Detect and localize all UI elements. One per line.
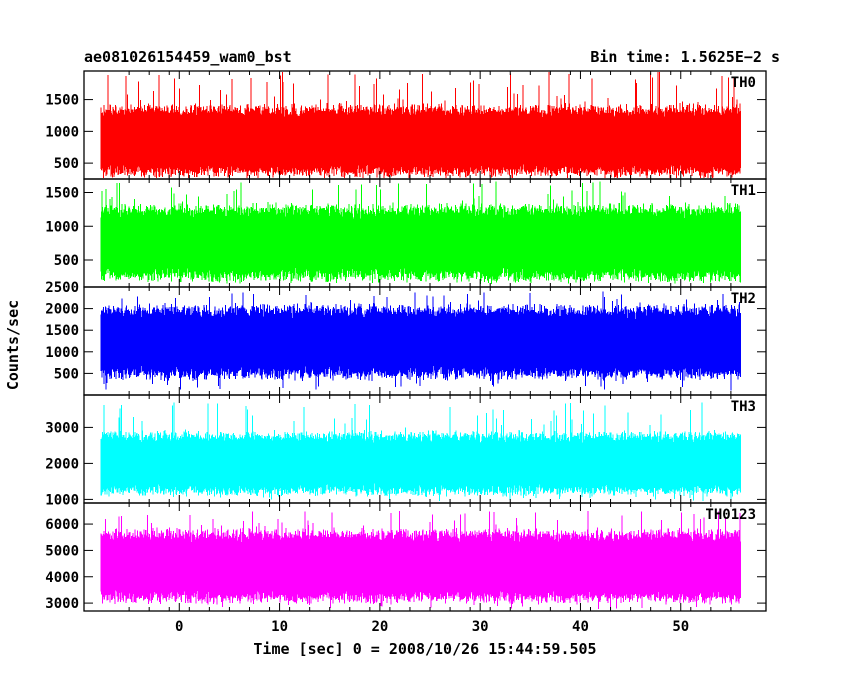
y-tick-label: 5000: [45, 543, 79, 559]
x-tick-label: 0: [175, 619, 183, 635]
y-tick-label: 1500: [45, 323, 79, 339]
series-line-th3: [100, 402, 741, 501]
series-line-th1: [100, 181, 741, 284]
y-tick-label: 1000: [45, 124, 79, 140]
y-tick-label: 1000: [45, 345, 79, 361]
series-line-th2: [100, 291, 741, 391]
y-tick-label: 2000: [45, 456, 79, 472]
y-tick-label: 4000: [45, 570, 79, 586]
panel-frame: [83, 502, 767, 612]
y-tick-label: 500: [54, 156, 79, 172]
y-tick-label: 3000: [45, 420, 79, 436]
panel-th0: 500 1000 1500 TH0: [45, 70, 767, 180]
x-tick-label: 40: [572, 619, 589, 635]
y-tick-label: 500: [54, 366, 79, 382]
y-tick-label: 500: [54, 253, 79, 269]
x-tick-label: 20: [371, 619, 388, 635]
y-tick-label: 1500: [45, 186, 79, 202]
panel-label: TH0: [731, 75, 756, 91]
bin-time-label: Bin time: 1.5625E−2 s: [590, 48, 780, 66]
x-tick-label: 30: [472, 619, 489, 635]
y-tick-label: 3000: [45, 596, 79, 612]
y-tick-label: 2000: [45, 302, 79, 318]
series-line-th0123: [100, 511, 741, 610]
y-tick-label: 2500: [45, 280, 79, 296]
panel-label: TH2: [731, 291, 756, 307]
chart-title: ae081026154459_wam0_bst: [84, 48, 292, 66]
panel-th2: 500 1000 1500 2000 2500 TH2: [45, 280, 767, 396]
x-tick-label: 10: [271, 619, 288, 635]
y-axis-label: Counts/sec: [4, 300, 22, 390]
y-tick-label: 1500: [45, 93, 79, 109]
panel-label: TH3: [731, 399, 756, 415]
panel-th3: 1000 2000 3000 TH3: [45, 394, 767, 508]
series-line-th0: [100, 72, 741, 178]
x-tick-label: 50: [672, 619, 689, 635]
y-tick-label: 1000: [45, 219, 79, 235]
panel-th0123: 3000 4000 5000 6000 TH0123: [45, 502, 767, 612]
y-tick-label: 1000: [45, 492, 79, 508]
x-axis-label: Time [sec] 0 = 2008/10/26 15:44:59.505: [253, 640, 596, 658]
y-tick-label: 6000: [45, 517, 79, 533]
panel-label: TH0123: [705, 507, 756, 523]
panel-th1: 500 1000 1500 TH1: [45, 178, 767, 288]
panel-label: TH1: [731, 183, 756, 199]
